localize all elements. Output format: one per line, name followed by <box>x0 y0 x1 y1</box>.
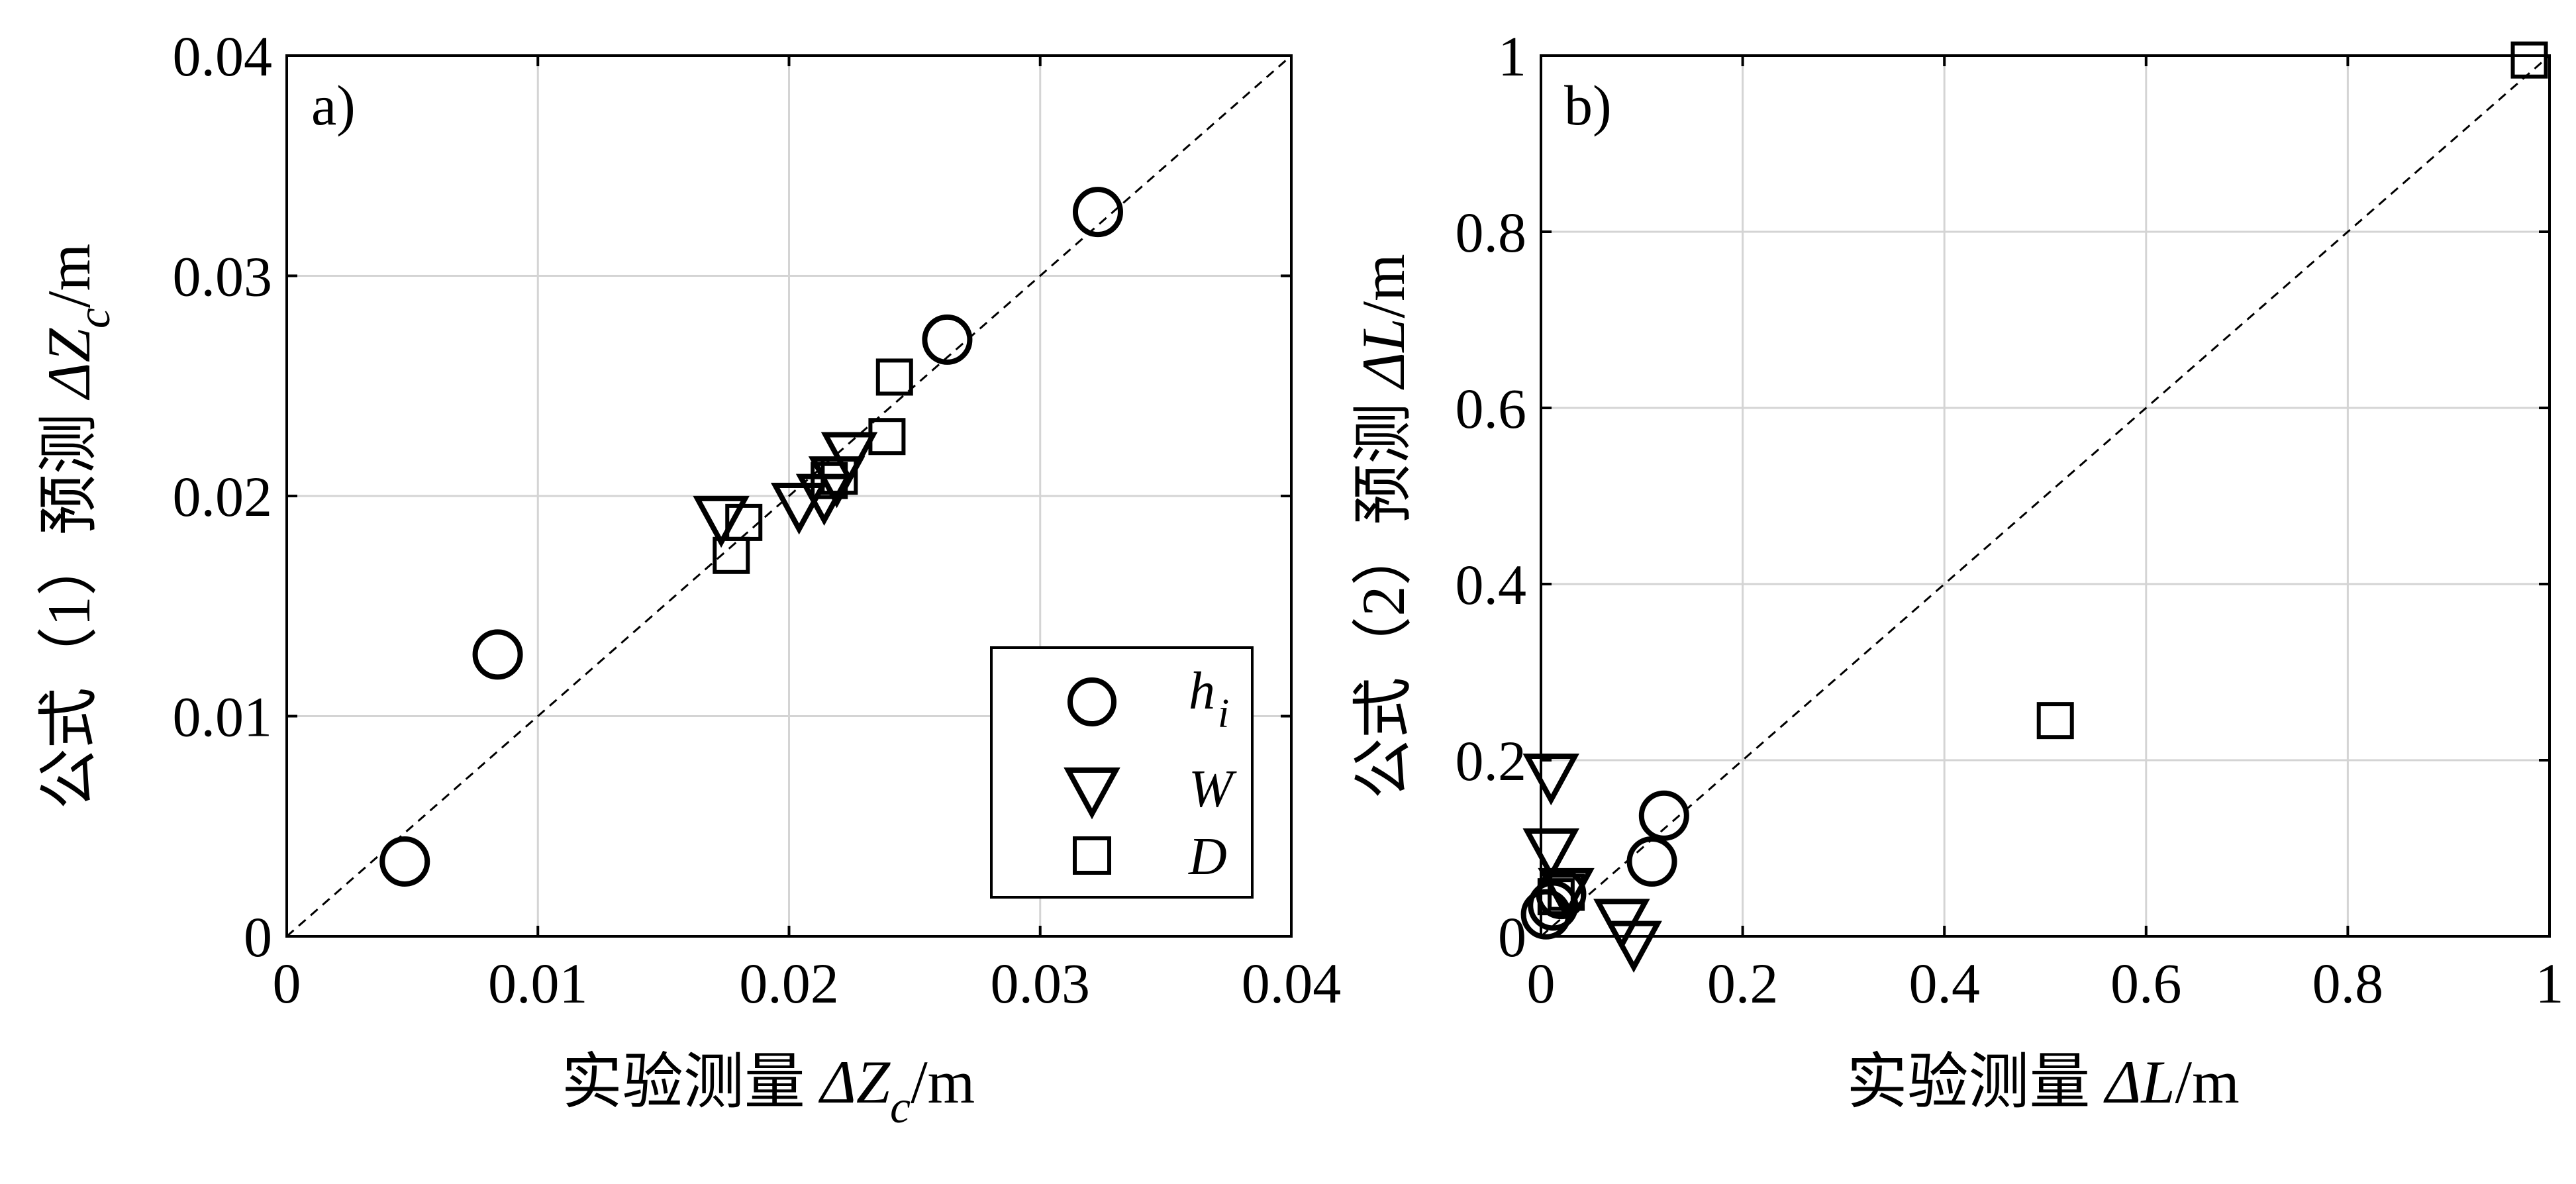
panel-b-x-tick-label: 0.8 <box>2312 952 2384 1015</box>
panel-b-y-tick-label: 0.4 <box>1456 553 1527 617</box>
panel-b-x-tick-label: 1 <box>2536 952 2564 1015</box>
panel-b-reference-line <box>1540 54 2550 938</box>
panel-a-ylabel-var: Z <box>35 328 103 362</box>
panel-b-marker-square <box>1548 873 1585 911</box>
panel-a-marker-triangle <box>820 432 878 484</box>
legend-marker-triangle <box>1064 767 1120 820</box>
panel-a-x-axis-title: 实验测量 ΔZc/m <box>562 1048 975 1133</box>
legend-box <box>990 646 1254 899</box>
panel-b-x-tick-label: 0.2 <box>1707 952 1779 1015</box>
panel-a-marker-circle <box>379 836 430 887</box>
panel-a-marker-triangle <box>693 495 750 548</box>
panel-b-xlabel-cn: 实验测量 <box>1846 1048 2105 1116</box>
panel-a-ylabel-delta: Δ <box>35 362 103 401</box>
panel-b-marker-circle <box>1638 790 1689 841</box>
legend-marker-square <box>1073 836 1111 875</box>
panel-a-marker-square <box>811 462 848 499</box>
panel-b-xlabel-delta: Δ <box>2103 1048 2141 1116</box>
panel-b: 0 0.2 0.4 0.6 0.8 100.20.40.60.81 b) 实验测量 ΔL/… <box>1350 25 2564 1116</box>
panel-b-marker-triangle <box>1522 828 1579 881</box>
panel-a-markers <box>379 187 1123 887</box>
legend-label-d: D <box>1188 828 1227 886</box>
legend-marker-circle <box>1067 677 1116 726</box>
panel-a-y-tick-label: 0.02 <box>173 465 273 528</box>
panel-a-y-axis-title: 公式（1）预测 ΔZc/m <box>35 244 120 809</box>
panel-a-x-tick-label: 0.01 <box>488 952 588 1015</box>
panel-a-marker-square <box>820 458 858 495</box>
panel-a-marker-square <box>875 358 913 396</box>
panel-b-ylabel-unit: /m <box>1350 254 1417 318</box>
panel-a-ylabel-sub: c <box>69 308 120 328</box>
panel-a-x-tick-label: 0.02 <box>739 952 839 1015</box>
panel-b-marker-square <box>1537 878 1575 916</box>
panel-a-x-tick-label: 0.03 <box>991 952 1091 1015</box>
panel-a-label: a) <box>311 74 356 137</box>
panel-b-ylabel-delta: Δ <box>1350 352 1417 391</box>
panel-b-markers <box>1520 41 2548 973</box>
panel-a-y-tick-label: 0 <box>244 905 272 969</box>
panel-b-marker-triangle <box>1605 920 1662 973</box>
panel-b-marker-triangle <box>1538 867 1595 920</box>
panel-a-marker-square <box>868 418 906 456</box>
panel-a-xlabel-cn: 实验测量 <box>562 1048 820 1116</box>
panel-b-marker-circle <box>1626 836 1677 887</box>
panel-a-x-tick-label: 0 <box>273 952 301 1015</box>
panel-b-label: b) <box>1564 74 1612 137</box>
panel-a-marker-circle <box>1072 187 1123 238</box>
panel-b-x-tick-label: 0.4 <box>1908 952 1980 1015</box>
legend-label-h-text: h <box>1189 662 1215 720</box>
panel-a-ylabel-cn: 公式（1）预测 <box>35 398 103 809</box>
panel-b-ticks: 0 0.2 0.4 0.6 0.8 1 0 0.2 0.4 0.6 0.8 1 <box>1456 25 2564 1015</box>
legend-label-h: hi <box>1189 662 1229 736</box>
panel-b-x-tick-label: 0.6 <box>2110 952 2182 1015</box>
panel-a-ylabel-unit: /m <box>35 244 103 308</box>
panel-b-x-tick-label: 0 <box>1527 952 1556 1015</box>
panel-a: 0 0.01 0.02 0.03 0.04 0 0.01 0.02 0.03 0.04 a) hi… <box>35 25 1341 1133</box>
panel-b-frame <box>1540 54 2551 938</box>
panel-b-y-tick-label: 1 <box>1498 25 1526 88</box>
legend: hi W D <box>990 646 1254 899</box>
panel-b-x-axis-title: 实验测量 ΔL/m <box>1846 1048 2239 1116</box>
panel-a-xlabel-var: Z <box>856 1048 891 1116</box>
panel-b-y-tick-label: 0.2 <box>1456 729 1527 793</box>
panel-b-ylabel-var: L <box>1350 318 1417 353</box>
panel-b-y-axis-title: 公式（2）预测 ΔL/m <box>1350 254 1417 799</box>
legend-label-h-sub: i <box>1218 691 1229 736</box>
panel-b-marker-circle <box>1528 880 1579 931</box>
panel-a-marker-circle <box>472 629 523 680</box>
panel-a-marker-circle <box>922 314 973 365</box>
panel-a-y-tick-label: 0.03 <box>173 245 273 309</box>
panel-b-marker-square <box>2036 702 2074 740</box>
panel-b-xlabel-var: L <box>2140 1048 2175 1116</box>
panel-a-marker-triangle <box>770 482 828 535</box>
panel-b-grid <box>1541 56 2550 936</box>
panel-a-y-tick-label: 0.01 <box>173 685 273 749</box>
panel-b-marker-triangle <box>1522 753 1579 806</box>
panel-a-ticks: 0 0.01 0.02 0.03 0.04 0 0.01 0.02 0.03 0.04 <box>173 25 1342 1015</box>
panel-b-marker-square <box>2510 41 2548 79</box>
panel-b-ylabel-cn: 公式（2）预测 <box>1350 388 1417 799</box>
panel-b-y-tick-label: 0 <box>1498 905 1526 969</box>
panel-a-y-tick-label: 0.04 <box>173 25 273 88</box>
panel-a-xlabel-sub: c <box>890 1082 911 1133</box>
panel-a-reference-line <box>286 54 1292 938</box>
panel-b-xlabel-unit: /m <box>2175 1048 2240 1116</box>
panel-a-xlabel-delta: Δ <box>818 1048 856 1116</box>
panel-a-xlabel-unit: /m <box>911 1048 975 1116</box>
panel-b-y-tick-label: 0.6 <box>1456 377 1527 440</box>
legend-label-w: W <box>1189 760 1237 818</box>
panel-a-x-tick-label: 0.04 <box>1242 952 1342 1015</box>
panel-b-y-tick-label: 0.8 <box>1456 201 1527 264</box>
panel-a-marker-square <box>725 503 763 541</box>
